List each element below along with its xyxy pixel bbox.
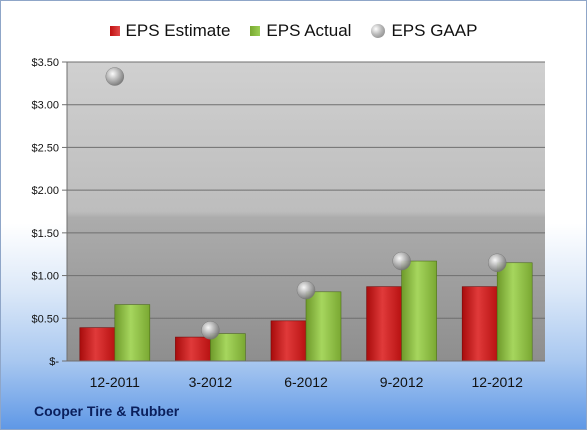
bar-eps-estimate	[461, 286, 498, 362]
legend-swatch-gaap	[371, 24, 386, 38]
bar-eps-estimate	[79, 327, 116, 362]
y-tick-label: $1.00	[31, 271, 59, 283]
legend-label-actual: EPS Actual	[266, 21, 352, 40]
point-eps-gaap	[105, 67, 125, 86]
legend-item-estimate: EPS Estimate	[109, 21, 231, 41]
x-tick-label: 12-2012	[472, 374, 524, 390]
bar-eps-actual	[401, 260, 437, 362]
legend-swatch-actual	[250, 26, 261, 36]
bar-eps-actual	[114, 304, 151, 362]
x-tick-label: 3-2012	[189, 374, 233, 390]
legend-label-gaap: EPS GAAP	[391, 21, 478, 40]
y-tick-label: $3.00	[31, 100, 59, 112]
x-tick-label: 12-2011	[90, 374, 141, 390]
bar-eps-actual	[496, 262, 533, 362]
y-tick-label: $3.50	[31, 57, 59, 69]
bar-eps-estimate	[366, 286, 402, 362]
y-tick-label: $-	[49, 356, 59, 368]
bar-eps-estimate	[175, 336, 211, 362]
point-eps-gaap	[392, 251, 411, 271]
legend-label-estimate: EPS Estimate	[125, 21, 231, 40]
company-name: Cooper Tire & Rubber	[34, 403, 180, 419]
y-tick-label: $0.50	[31, 313, 59, 325]
bar-eps-estimate	[270, 320, 307, 362]
x-tick-label: 6-2012	[284, 374, 328, 390]
legend-item-actual: EPS Actual	[250, 21, 351, 41]
bar-eps-actual	[210, 333, 246, 362]
y-tick-label: $2.50	[31, 142, 59, 154]
point-eps-gaap	[487, 253, 507, 273]
point-eps-gaap	[201, 320, 220, 340]
legend: EPS Estimate EPS Actual EPS GAAP	[1, 17, 586, 45]
legend-swatch-estimate	[109, 26, 120, 36]
point-eps-gaap	[296, 280, 316, 300]
legend-item-gaap: EPS GAAP	[371, 21, 477, 41]
bar-eps-actual	[305, 291, 342, 362]
y-tick-label: $1.50	[31, 228, 59, 240]
y-tick-label: $2.00	[31, 185, 59, 197]
x-tick-label: 9-2012	[380, 374, 424, 390]
